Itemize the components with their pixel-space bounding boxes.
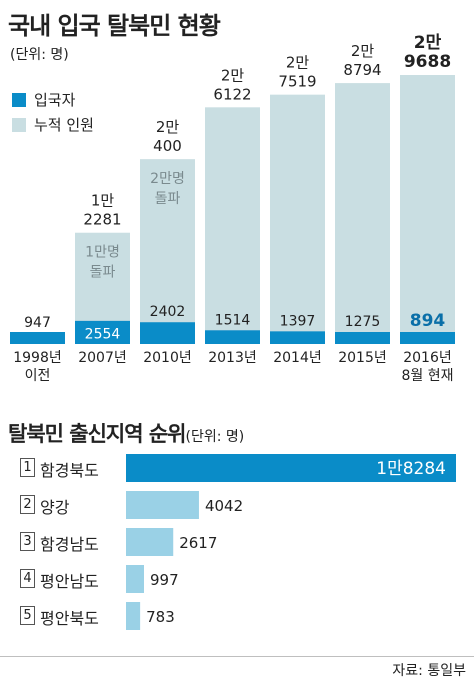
cumulative-value-label: 2만 bbox=[414, 33, 442, 53]
cumulative-value-label: 2281 bbox=[83, 211, 121, 229]
legend-swatch-entry bbox=[12, 93, 26, 107]
chart1-unit: (단위: 명) bbox=[10, 47, 69, 63]
cumulative-value-label: 9688 bbox=[404, 52, 451, 72]
source-note: 자료: 통일부 bbox=[392, 663, 466, 679]
entry-bar bbox=[270, 331, 325, 344]
region-value-label: 1만8284 bbox=[376, 459, 446, 479]
entry-bar bbox=[10, 332, 65, 344]
cumulative-bar bbox=[400, 75, 455, 344]
milestone-annotation: 돌파 bbox=[155, 191, 181, 207]
category-tick-label: 8월 현재 bbox=[402, 368, 454, 384]
region-name: 평안북도 bbox=[40, 609, 99, 628]
region-name: 양강 bbox=[40, 498, 70, 517]
milestone-annotation: 2만명 bbox=[150, 171, 185, 187]
entry-value-label: 947 bbox=[24, 315, 51, 331]
legend-label-entry: 입국자 bbox=[34, 91, 76, 109]
cumulative-value-label: 8794 bbox=[343, 61, 381, 79]
cumulative-bar bbox=[335, 83, 390, 345]
region-bar bbox=[126, 528, 174, 556]
rank-number: 4 bbox=[20, 569, 35, 588]
category-tick-label: 이전 bbox=[25, 368, 51, 384]
region-name: 함경북도 bbox=[40, 461, 99, 480]
milestone-annotation: 1만명 bbox=[85, 245, 120, 261]
cumulative-value-label: 1만 bbox=[91, 192, 115, 210]
legend-swatch-cumulative bbox=[12, 118, 26, 132]
category-tick-label: 2013년 bbox=[208, 350, 257, 366]
cumulative-value-label: 7519 bbox=[278, 73, 316, 91]
cumulative-value-label: 6122 bbox=[213, 85, 251, 103]
region-bar bbox=[126, 454, 456, 482]
cumulative-bar bbox=[140, 159, 195, 344]
category-tick-label: 1998년 bbox=[13, 350, 62, 366]
milestone-annotation: 돌파 bbox=[90, 265, 116, 281]
entry-cumulative-bar-chart: 9471998년이전25541만22812007년24022만4002010년1… bbox=[10, 33, 455, 384]
chart2-title: 탈북민 출신지역 순위(단위: 명) bbox=[8, 418, 244, 448]
entry-bar bbox=[400, 332, 455, 344]
entry-value-label: 1397 bbox=[280, 313, 316, 329]
cumulative-bar bbox=[270, 94, 325, 344]
entry-bar bbox=[140, 322, 195, 344]
region-name: 평안남도 bbox=[40, 572, 99, 591]
source-divider bbox=[0, 656, 474, 657]
cumulative-value-label: 400 bbox=[153, 137, 182, 155]
region-bar bbox=[126, 602, 141, 630]
entry-bar bbox=[335, 332, 390, 344]
chart2-unit: (단위: 명) bbox=[185, 429, 245, 445]
entry-bar bbox=[75, 320, 130, 344]
legend-label-cumulative: 누적 인원 bbox=[34, 116, 94, 134]
category-tick-label: 2015년 bbox=[338, 350, 387, 366]
cumulative-value-label: 2만 bbox=[351, 42, 375, 60]
region-bar bbox=[126, 491, 199, 519]
region-bar bbox=[126, 565, 144, 593]
cumulative-value-label: 2만 bbox=[156, 118, 180, 136]
entry-value-label: 2402 bbox=[150, 304, 186, 320]
entry-value-label: 894 bbox=[410, 311, 446, 331]
entry-value-label: 1514 bbox=[215, 312, 251, 328]
rank-number: 5 bbox=[20, 606, 35, 625]
entry-value-label: 2554 bbox=[85, 326, 121, 342]
region-value-label: 4042 bbox=[205, 497, 243, 515]
region-value-label: 2617 bbox=[179, 534, 217, 552]
cumulative-value-label: 2만 bbox=[286, 54, 310, 72]
rank-number: 3 bbox=[20, 532, 35, 551]
entry-bar bbox=[205, 330, 260, 344]
region-value-label: 997 bbox=[150, 571, 179, 589]
cumulative-bar bbox=[205, 107, 260, 344]
chart1-title: 국내 입국 탈북민 현황 bbox=[8, 12, 221, 40]
rank-number: 1 bbox=[20, 458, 35, 477]
region-name: 함경남도 bbox=[40, 535, 99, 554]
entry-value-label: 1275 bbox=[345, 314, 381, 330]
category-tick-label: 2007년 bbox=[78, 350, 127, 366]
chart2-title-text: 탈북민 출신지역 순위 bbox=[8, 422, 187, 446]
category-tick-label: 2010년 bbox=[143, 350, 192, 366]
region-value-label: 783 bbox=[146, 608, 175, 626]
category-tick-label: 2014년 bbox=[273, 350, 322, 366]
rank-number: 2 bbox=[20, 495, 35, 514]
category-tick-label: 2016년 bbox=[403, 350, 452, 366]
cumulative-value-label: 2만 bbox=[221, 66, 245, 84]
